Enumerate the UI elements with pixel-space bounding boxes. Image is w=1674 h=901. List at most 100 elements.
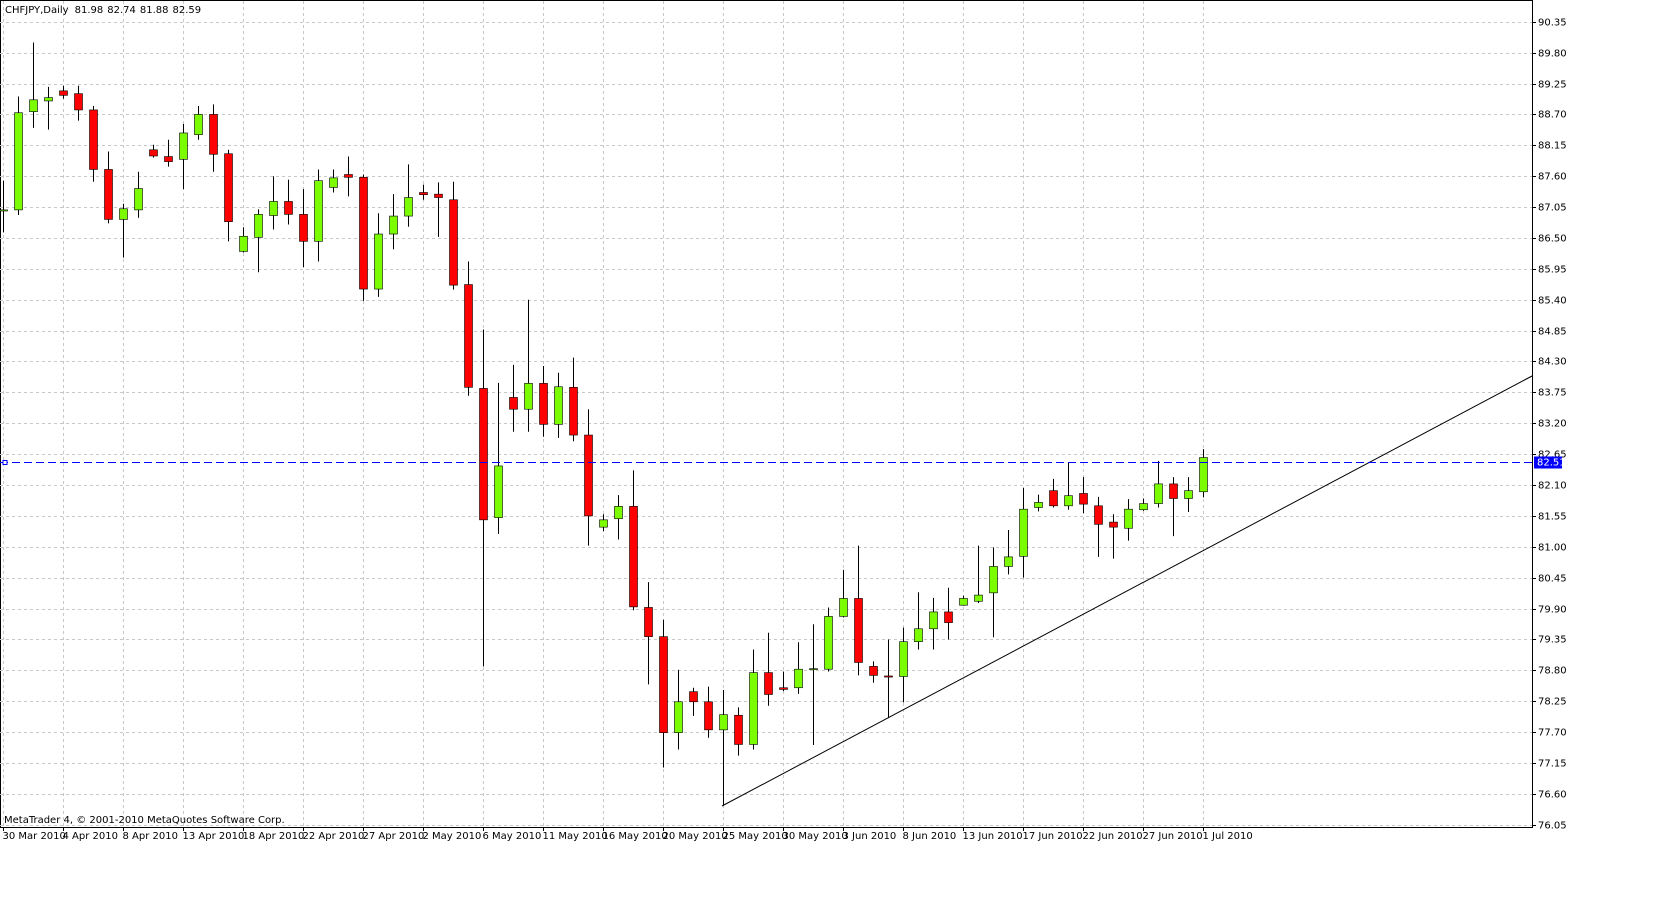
header-low: 81.88 bbox=[140, 5, 169, 16]
candle-body bbox=[899, 641, 908, 677]
candle-body bbox=[59, 90, 68, 96]
candle-body bbox=[359, 177, 368, 290]
candle-body bbox=[854, 598, 863, 663]
candle-body bbox=[674, 701, 683, 733]
candle-body bbox=[1169, 483, 1178, 499]
candle-body bbox=[1049, 490, 1058, 507]
candle-body bbox=[314, 180, 323, 242]
x-tick-label: 8 Apr 2010 bbox=[123, 831, 178, 842]
x-tick-label: 13 Apr 2010 bbox=[183, 831, 245, 842]
candle-body bbox=[629, 506, 638, 608]
candle-body bbox=[1034, 502, 1043, 508]
y-tick-label: 82.10 bbox=[1538, 481, 1567, 492]
y-tick-label: 89.80 bbox=[1538, 49, 1567, 60]
y-tick-label: 78.80 bbox=[1538, 666, 1567, 677]
y-tick-label: 82.65 bbox=[1538, 450, 1567, 461]
candle-body bbox=[284, 201, 293, 215]
y-tick-label: 76.05 bbox=[1538, 821, 1567, 832]
candle-body bbox=[239, 235, 248, 252]
y-tick-label: 79.35 bbox=[1538, 635, 1567, 646]
symbol: CHFJPY,Daily bbox=[5, 5, 69, 16]
candle-body bbox=[1094, 505, 1103, 525]
candle-body bbox=[509, 397, 518, 410]
candle-body bbox=[794, 668, 803, 689]
candle-body bbox=[329, 177, 338, 188]
x-tick-label: 2 May 2010 bbox=[423, 831, 482, 842]
candle-body bbox=[869, 666, 878, 676]
y-tick-label: 78.25 bbox=[1538, 697, 1567, 708]
candle-body bbox=[704, 701, 713, 731]
trend-line bbox=[721, 375, 1533, 807]
candle-body bbox=[119, 208, 128, 220]
candle-body bbox=[539, 383, 548, 425]
x-tick-label: 3 Jun 2010 bbox=[843, 831, 897, 842]
y-tick-label: 87.60 bbox=[1538, 172, 1567, 183]
y-tick-label: 79.90 bbox=[1538, 605, 1567, 616]
candle-body bbox=[0, 209, 8, 212]
candle-body bbox=[689, 691, 698, 703]
y-tick-label: 77.70 bbox=[1538, 728, 1567, 739]
y-tick-label: 90.35 bbox=[1538, 18, 1567, 29]
candle-body bbox=[419, 192, 428, 196]
candle-body bbox=[614, 506, 623, 520]
candle-body bbox=[554, 386, 563, 425]
candle-body bbox=[1199, 457, 1208, 493]
x-tick-label: 17 Jun 2010 bbox=[1023, 831, 1083, 842]
header-open: 81.98 bbox=[75, 5, 104, 16]
candle-body bbox=[254, 214, 263, 238]
candle-body bbox=[884, 675, 893, 678]
candle-body bbox=[1004, 556, 1013, 567]
chart-header: CHFJPY,Daily 81.98 82.74 81.88 82.59 bbox=[5, 5, 201, 16]
candle-body bbox=[1064, 495, 1073, 507]
y-tick-label: 84.85 bbox=[1538, 327, 1567, 338]
candle-body bbox=[494, 465, 503, 518]
x-tick-label: 25 May 2010 bbox=[723, 831, 788, 842]
candle-body bbox=[599, 519, 608, 528]
candle-body bbox=[434, 193, 443, 198]
candle-body bbox=[584, 434, 593, 517]
candle-body bbox=[1154, 483, 1163, 504]
candle-body bbox=[824, 616, 833, 670]
candle-body bbox=[929, 611, 938, 630]
candle-body bbox=[44, 97, 53, 102]
y-tick-label: 89.25 bbox=[1538, 80, 1567, 91]
candle-body bbox=[134, 188, 143, 211]
x-tick-label: 13 Jun 2010 bbox=[963, 831, 1023, 842]
candle-body bbox=[749, 672, 758, 745]
footer: MetaTrader 4, © 2001-2010 MetaQuotes Sof… bbox=[4, 815, 285, 826]
candle-body bbox=[29, 99, 38, 112]
candle-body bbox=[1124, 508, 1133, 529]
y-tick-label: 80.45 bbox=[1538, 574, 1567, 585]
header-close: 82.59 bbox=[173, 5, 202, 16]
y-tick-label: 84.30 bbox=[1538, 357, 1567, 368]
candle-body bbox=[959, 598, 968, 606]
candle-body bbox=[659, 636, 668, 733]
plot-frame bbox=[0, 0, 1533, 828]
x-tick-label: 18 Apr 2010 bbox=[243, 831, 305, 842]
y-tick-label: 81.00 bbox=[1538, 543, 1567, 554]
candle-body bbox=[809, 668, 818, 670]
y-tick-label: 88.70 bbox=[1538, 110, 1567, 121]
candle-body bbox=[224, 153, 233, 222]
y-tick-label: 83.75 bbox=[1538, 388, 1567, 399]
candle-body bbox=[149, 149, 158, 157]
candle-body bbox=[914, 628, 923, 642]
candle-body bbox=[944, 611, 953, 623]
candle-body bbox=[1079, 493, 1088, 505]
x-tick-label: 16 May 2010 bbox=[603, 831, 668, 842]
candle-body bbox=[14, 112, 23, 211]
bid-marker bbox=[2, 460, 8, 465]
y-tick-label: 87.05 bbox=[1538, 203, 1567, 214]
x-tick-label: 27 Jun 2010 bbox=[1143, 831, 1203, 842]
y-tick-label: 83.20 bbox=[1538, 419, 1567, 430]
y-tick-label: 77.15 bbox=[1538, 759, 1567, 770]
candle-body bbox=[1139, 503, 1148, 511]
candle-body bbox=[164, 156, 173, 162]
x-tick-label: 1 Jul 2010 bbox=[1203, 831, 1253, 842]
x-tick-label: 22 Jun 2010 bbox=[1083, 831, 1143, 842]
candle-body bbox=[1184, 490, 1193, 499]
candle-body bbox=[839, 598, 848, 617]
candle-body bbox=[644, 607, 653, 637]
y-tick-label: 86.50 bbox=[1538, 234, 1567, 245]
candle-body bbox=[404, 197, 413, 217]
